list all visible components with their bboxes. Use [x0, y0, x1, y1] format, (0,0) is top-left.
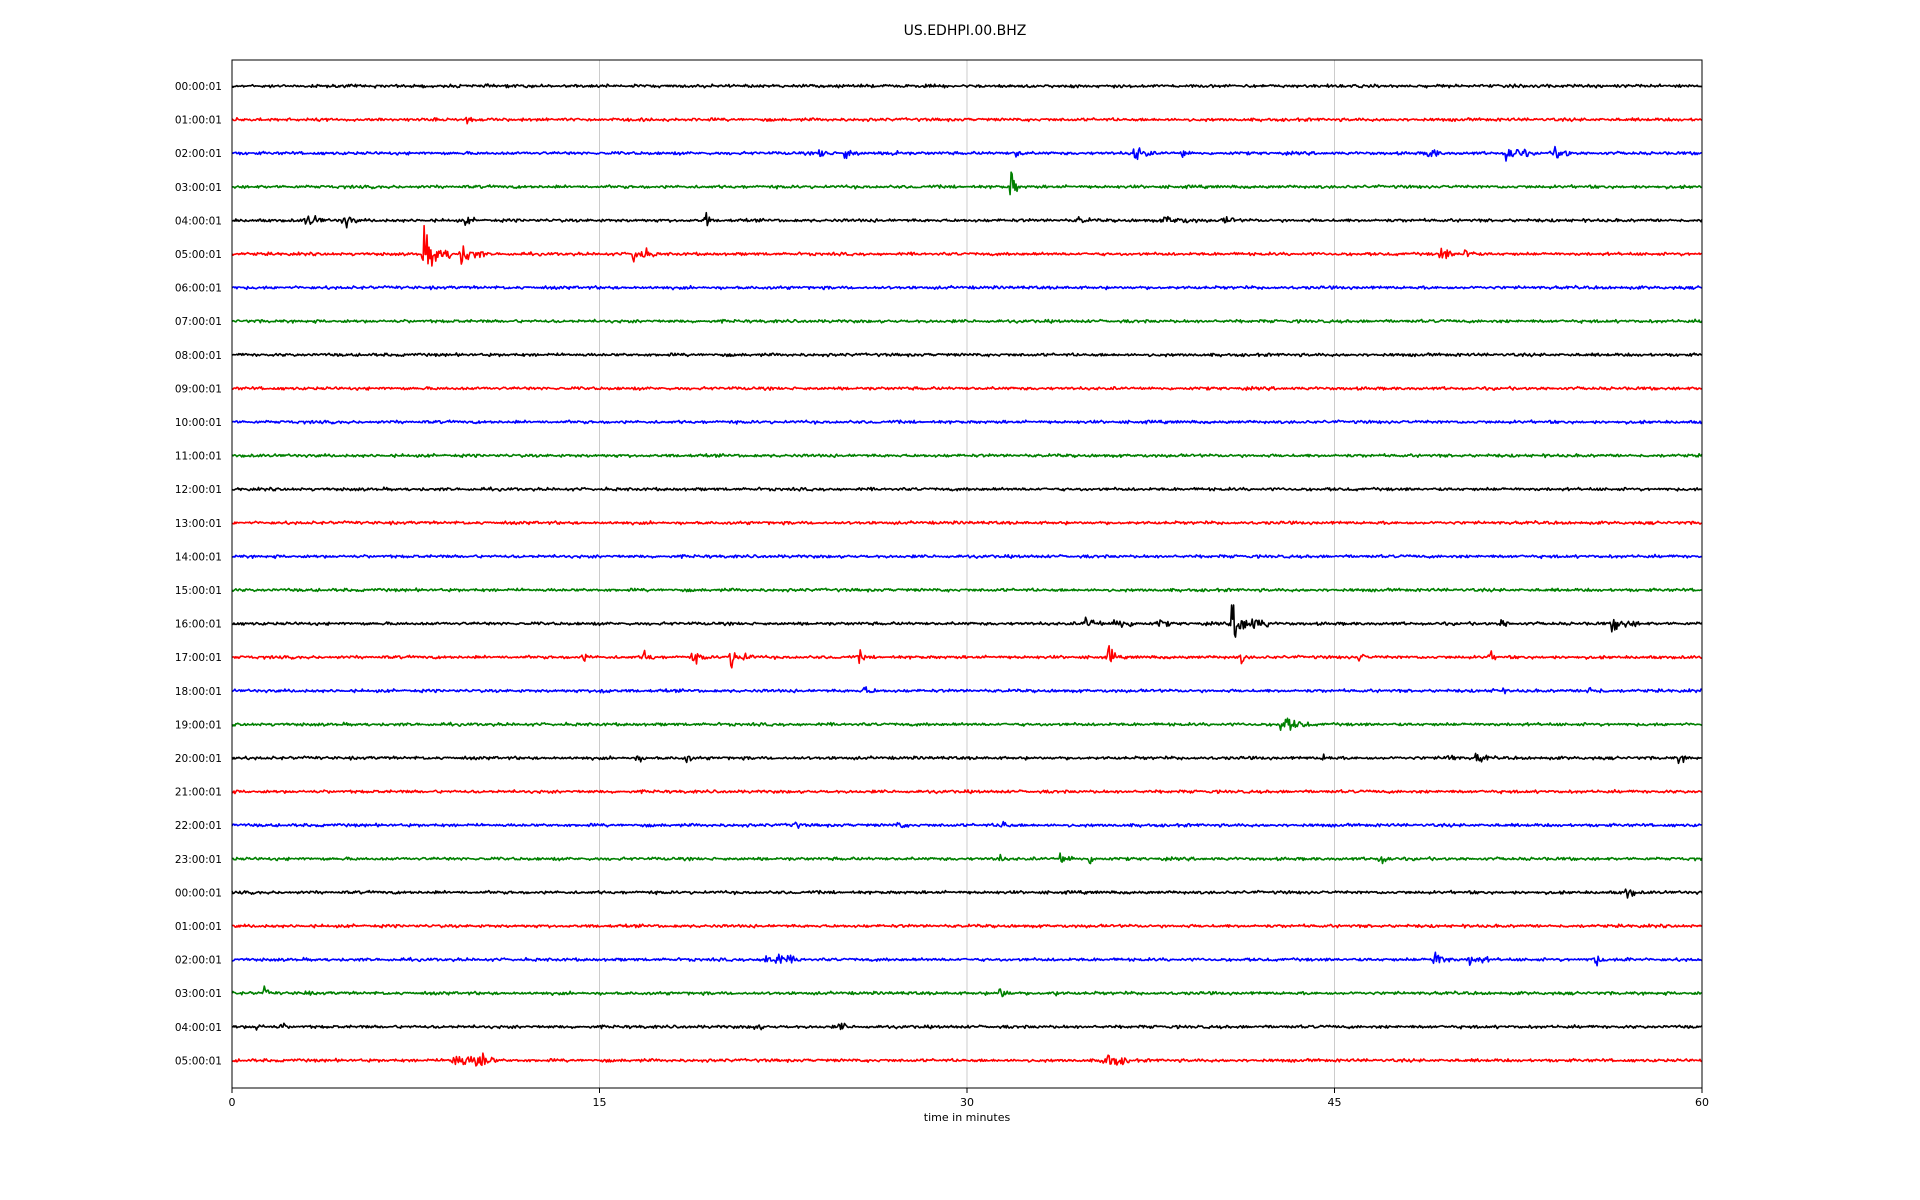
x-tick-label-3: 45: [1328, 1096, 1342, 1109]
trace-label-20: 20:00:01: [175, 753, 222, 765]
trace-label-11: 11:00:01: [175, 451, 222, 463]
trace-21: [231, 788, 1703, 795]
trace-label-0: 00:00:01: [175, 81, 222, 93]
trace-26: [231, 951, 1703, 967]
trace-8: [231, 352, 1703, 358]
trace-10: [231, 419, 1703, 425]
trace-12: [231, 486, 1703, 492]
trace-label-3: 03:00:01: [175, 182, 222, 194]
trace-22: [231, 820, 1703, 829]
trace-label-29: 05:00:01: [175, 1055, 222, 1067]
trace-label-17: 17:00:01: [175, 652, 222, 664]
trace-label-2: 02:00:01: [175, 148, 222, 160]
trace-4: [231, 211, 1703, 229]
trace-label-9: 09:00:01: [175, 383, 222, 395]
trace-label-12: 12:00:01: [175, 484, 222, 496]
trace-7: [231, 318, 1703, 324]
traces: [231, 83, 1703, 1067]
trace-label-8: 08:00:01: [175, 350, 222, 362]
trace-label-13: 13:00:01: [175, 518, 222, 530]
trace-11: [231, 452, 1703, 459]
trace-14: [231, 553, 1703, 560]
x-tick-label-1: 15: [593, 1096, 607, 1109]
trace-label-7: 07:00:01: [175, 316, 222, 328]
grid-lines: [599, 60, 1335, 1088]
x-tick-label-0: 0: [229, 1096, 236, 1109]
x-tick-label-4: 60: [1695, 1096, 1709, 1109]
trace-18: [231, 686, 1703, 695]
trace-label-22: 22:00:01: [175, 820, 222, 832]
x-axis: 0 15 30 45 60: [229, 1088, 1709, 1109]
trace-6: [231, 284, 1703, 291]
x-axis-label: time in minutes: [924, 1111, 1011, 1124]
trace-label-23: 23:00:01: [175, 854, 222, 866]
trace-20: [231, 752, 1703, 765]
trace-28: [231, 1022, 1703, 1031]
trace-9: [231, 385, 1703, 392]
trace-label-16: 16:00:01: [175, 619, 222, 631]
trace-label-15: 15:00:01: [175, 585, 222, 597]
trace-label-14: 14:00:01: [175, 551, 222, 563]
trace-2: [231, 145, 1703, 162]
trace-0: [231, 83, 1703, 89]
trace-label-18: 18:00:01: [175, 686, 222, 698]
trace-label-10: 10:00:01: [175, 417, 222, 429]
trace-labels: 00:00:01 01:00:01 02:00:01 03:00:01 04:00:01…: [175, 81, 222, 1067]
trace-label-19: 19:00:01: [175, 719, 222, 731]
trace-15: [231, 587, 1703, 593]
trace-25: [231, 923, 1703, 929]
trace-29: [231, 1052, 1703, 1067]
x-tick-label-2: 30: [960, 1096, 974, 1109]
trace-1: [231, 116, 1703, 125]
trace-label-26: 02:00:01: [175, 955, 222, 967]
trace-16: [231, 604, 1703, 638]
trace-13: [231, 520, 1703, 526]
trace-23: [231, 852, 1703, 865]
trace-label-4: 04:00:01: [175, 215, 222, 227]
trace-27: [231, 985, 1703, 998]
trace-17: [231, 645, 1703, 669]
trace-3: [231, 171, 1703, 196]
trace-24: [231, 888, 1703, 899]
trace-label-1: 01:00:01: [175, 115, 222, 127]
chart-title: US.EDHPI.00.BHZ: [904, 23, 1027, 39]
trace-label-6: 06:00:01: [175, 283, 222, 295]
trace-5: [231, 224, 1703, 267]
trace-label-24: 00:00:01: [175, 887, 222, 899]
trace-label-27: 03:00:01: [175, 988, 222, 1000]
trace-label-5: 05:00:01: [175, 249, 222, 261]
trace-label-25: 01:00:01: [175, 921, 222, 933]
trace-label-21: 21:00:01: [175, 787, 222, 799]
trace-19: [231, 717, 1703, 731]
trace-label-28: 04:00:01: [175, 1022, 222, 1034]
